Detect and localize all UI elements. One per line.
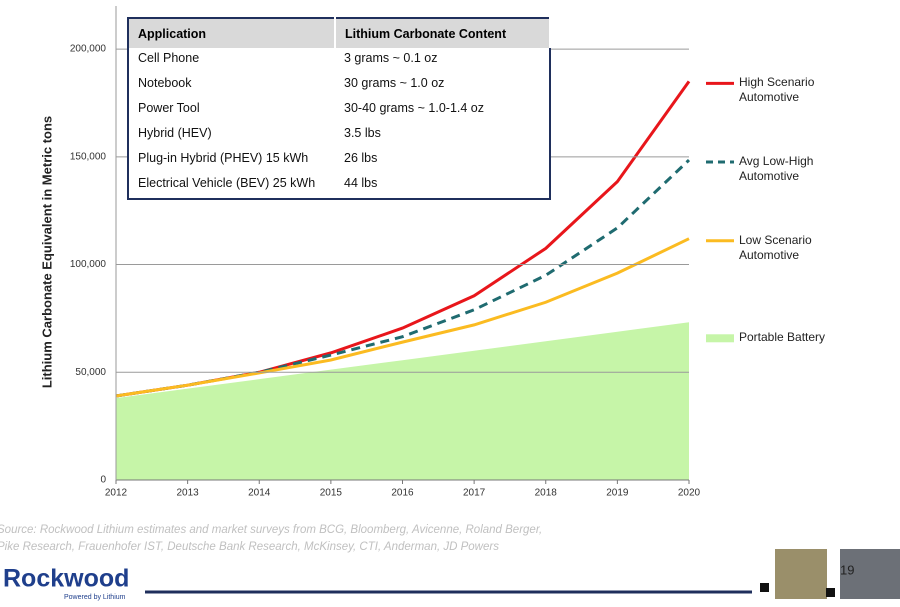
x-tick-label: 2018	[535, 488, 558, 499]
y-tick-label: 0	[100, 475, 106, 486]
table-cell: Cell Phone	[138, 51, 200, 65]
table-cell: Plug-in Hybrid (PHEV) 15 kWh	[138, 151, 309, 165]
area	[116, 322, 689, 480]
footer-square	[760, 583, 769, 592]
y-axis-title: Lithium Carbonate Equivalent in Metric t…	[39, 116, 54, 388]
table-cell: 44 lbs	[344, 176, 378, 190]
table-cell: 26 lbs	[344, 151, 378, 165]
table-cell: 30 grams ~ 1.0 oz	[344, 76, 445, 90]
plot: 0 50,000 100,000 150,000 200,000 2012 2013 2014…	[70, 6, 734, 499]
photo	[840, 549, 900, 599]
content-table: Application Lithium Carbonate Content Cel…	[127, 17, 551, 200]
table-cell: 3.5 lbs	[344, 126, 381, 140]
y-tick-label: 100,000	[70, 259, 107, 270]
x-tick-label: 2014	[248, 488, 271, 499]
x-tick-label: 2017	[463, 488, 486, 499]
table-cell: Power Tool	[138, 101, 200, 115]
table-cell: 30-40 grams ~ 1.0-1.4 oz	[344, 101, 485, 115]
legend-label: Low Scenario Automotive	[739, 232, 812, 262]
table-header: Application	[128, 18, 336, 48]
x-tick-label: 2013	[177, 488, 200, 499]
x-tick-label: 2015	[320, 488, 343, 499]
page-number: 19	[840, 562, 854, 577]
table-cell: Hybrid (HEV)	[138, 126, 212, 140]
y-tick-label: 50,000	[75, 367, 106, 378]
table-cell: 3 grams ~ 0.1 oz	[344, 51, 438, 65]
logo-tagline: Powered by Lithium	[64, 594, 126, 601]
legend-label: High Scenario Automotive	[739, 75, 815, 105]
legend-label: Avg Low-High Automotive	[739, 154, 814, 184]
table-cell: Electrical Vehicle (BEV) 25 kWh	[138, 176, 316, 190]
source-note: Pike Research, Frauenhofer IST, Deutsche…	[0, 541, 499, 553]
legend-label: Portable Battery	[739, 330, 826, 345]
legend-swatch	[706, 334, 734, 343]
table-header: Lithium Carbonate Content	[335, 18, 551, 48]
y-tick-label: 200,000	[70, 44, 107, 55]
table-cell: Notebook	[138, 76, 192, 90]
source-note: Source: Rockwood Lithium estimates and m…	[0, 524, 543, 536]
x-tick-label: 2020	[678, 488, 701, 499]
x-tick-label: 2012	[105, 488, 128, 499]
line	[115, 237, 690, 398]
y-tick-label: 150,000	[70, 151, 107, 162]
photo	[775, 549, 827, 599]
x-tick-label: 2019	[606, 488, 629, 499]
x-tick-label: 2016	[391, 488, 414, 499]
footer-square	[826, 588, 835, 597]
logo: Rockwood	[3, 565, 129, 593]
